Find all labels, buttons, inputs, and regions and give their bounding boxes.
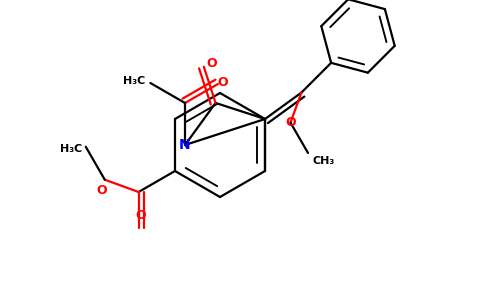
Text: O: O [285,116,296,129]
Text: CH₃: CH₃ [313,156,335,166]
Text: O: O [96,184,107,197]
Text: H₃C: H₃C [123,76,145,86]
Text: N: N [179,138,191,152]
Text: O: O [207,57,217,70]
Text: O: O [218,76,228,88]
Text: O: O [136,209,146,222]
Text: H₃C: H₃C [60,144,82,154]
